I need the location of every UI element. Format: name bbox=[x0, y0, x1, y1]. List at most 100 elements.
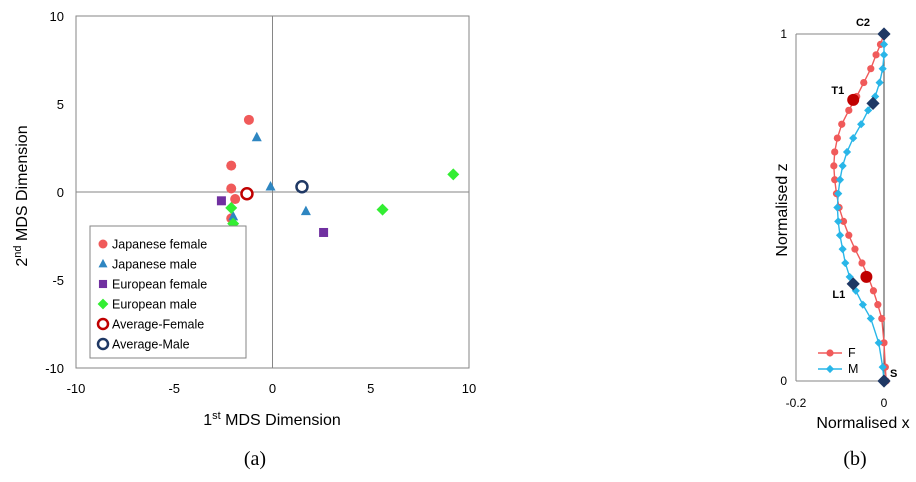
y-axis-title-b: Normalised z bbox=[774, 163, 791, 256]
legend-marker bbox=[96, 317, 110, 331]
data-point bbox=[833, 203, 842, 212]
data-point bbox=[872, 51, 880, 59]
legend-marker bbox=[98, 258, 108, 268]
legend-marker bbox=[98, 239, 108, 249]
landmark-marker bbox=[866, 96, 880, 110]
x-tick-label: 5 bbox=[367, 381, 374, 396]
x-tick-label: -5 bbox=[168, 381, 180, 396]
data-point bbox=[834, 217, 843, 226]
y-axis-title-a: 2nd MDS Dimension bbox=[12, 125, 31, 266]
x-tick-label: -0.2 bbox=[786, 396, 807, 410]
data-point bbox=[869, 287, 878, 295]
data-point bbox=[230, 194, 241, 205]
data-point bbox=[835, 175, 845, 184]
data-point bbox=[842, 147, 852, 157]
legend-box bbox=[89, 225, 247, 359]
data-point bbox=[833, 134, 841, 142]
x-tick-label: 10 bbox=[462, 381, 476, 396]
scatter-points bbox=[216, 114, 460, 237]
data-point bbox=[225, 201, 238, 214]
y-tick-labels-a: -10 -5 0 5 10 bbox=[45, 9, 64, 376]
data-point bbox=[849, 134, 858, 143]
mds-scatter-panel: -10 -5 0 5 10 -10 -5 0 5 10 1st MDS Dimension 2n… bbox=[12, 9, 476, 470]
data-point bbox=[845, 106, 853, 114]
data-point bbox=[830, 162, 838, 170]
data-point bbox=[838, 120, 846, 128]
data-point bbox=[875, 78, 884, 87]
landmark-marker bbox=[877, 27, 891, 41]
data-point bbox=[866, 314, 875, 323]
legend-entry-label: European female bbox=[112, 278, 207, 292]
data-point bbox=[240, 187, 254, 201]
curve-points bbox=[830, 29, 890, 386]
data-point bbox=[878, 363, 887, 372]
legend-entry-label: Average-Female bbox=[112, 318, 204, 332]
y-tick-label: 10 bbox=[50, 9, 64, 24]
data-point bbox=[878, 314, 886, 323]
landmark-label: C2 bbox=[856, 17, 870, 29]
data-point bbox=[874, 338, 883, 347]
x-tick-label: -10 bbox=[67, 381, 86, 396]
data-point bbox=[319, 227, 329, 237]
data-point bbox=[300, 205, 311, 216]
legend-marker bbox=[97, 298, 109, 310]
landmark-marker bbox=[860, 270, 873, 283]
legend-marker bbox=[98, 279, 108, 289]
data-point bbox=[874, 301, 882, 309]
normalised-spine-panel: 1 0 -0.2 0 C2 T1 L1 S FM Normalised x Normalis… bbox=[774, 17, 910, 470]
data-point bbox=[376, 203, 389, 216]
data-point bbox=[831, 176, 839, 184]
landmark-marker bbox=[877, 374, 891, 388]
data-point bbox=[834, 189, 843, 198]
data-point bbox=[851, 245, 859, 253]
legend-b: FM bbox=[818, 346, 858, 376]
legend-entry-label: Japanese male bbox=[112, 258, 197, 272]
tick-labels-b: 1 0 -0.2 0 bbox=[780, 27, 887, 410]
data-point bbox=[839, 217, 848, 225]
landmark-label: T1 bbox=[831, 85, 844, 97]
data-point bbox=[265, 180, 276, 191]
data-point bbox=[841, 258, 850, 268]
legend-a: Japanese female Japanese male European fem… bbox=[89, 225, 247, 359]
panel-label-a: (a) bbox=[244, 448, 266, 470]
data-point bbox=[879, 50, 889, 59]
x-tick-labels-a: -10 -5 0 5 10 bbox=[67, 381, 477, 396]
y-tick-label: 1 bbox=[780, 27, 787, 41]
data-point bbox=[845, 231, 853, 239]
x-axis-title-a: 1st MDS Dimension bbox=[203, 410, 341, 429]
data-point bbox=[851, 286, 860, 295]
y-tick-label: -5 bbox=[52, 273, 64, 288]
legend-entry-label: European male bbox=[112, 298, 197, 312]
data-point bbox=[831, 148, 839, 156]
data-point bbox=[226, 183, 237, 194]
x-tick-label: 0 bbox=[881, 396, 888, 410]
y-tick-label: -10 bbox=[45, 361, 64, 376]
panel-label-b: (b) bbox=[843, 448, 866, 470]
landmark-marker bbox=[847, 93, 860, 106]
data-point bbox=[857, 120, 866, 129]
series-line bbox=[836, 34, 885, 382]
x-axis-title-b: Normalised x bbox=[816, 415, 909, 432]
data-point bbox=[295, 179, 309, 194]
y-tick-label: 5 bbox=[57, 97, 64, 112]
landmarks: C2 T1 L1 S bbox=[831, 17, 897, 388]
data-point bbox=[867, 65, 875, 73]
legend-marker bbox=[825, 364, 835, 374]
data-point bbox=[226, 160, 237, 171]
data-point bbox=[838, 161, 847, 170]
x-tick-label: 0 bbox=[269, 381, 276, 396]
legend-entry-label: Average-Male bbox=[112, 338, 190, 352]
data-point bbox=[838, 245, 847, 254]
data-point bbox=[878, 64, 887, 73]
landmark-label: L1 bbox=[832, 289, 845, 301]
legend-entry-label: Japanese female bbox=[112, 238, 207, 252]
data-point bbox=[858, 259, 866, 267]
data-point bbox=[864, 106, 873, 115]
data-point bbox=[879, 40, 889, 49]
legend-marker bbox=[826, 349, 834, 357]
data-point bbox=[860, 78, 868, 87]
data-point bbox=[858, 300, 867, 309]
landmark-marker bbox=[846, 277, 860, 291]
y-tick-label: 0 bbox=[780, 374, 787, 388]
